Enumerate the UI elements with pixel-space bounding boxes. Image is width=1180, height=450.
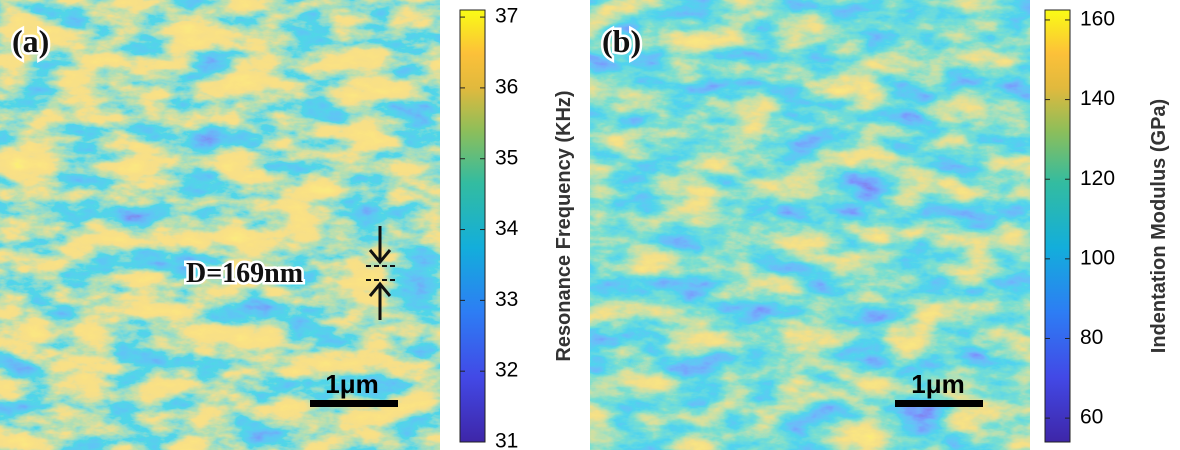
map-image [0, 0, 440, 450]
colorbar-tick-label: 160 [1080, 8, 1115, 31]
colorbar-tick-label: 31 [495, 430, 518, 450]
panel-label: (a) [12, 23, 49, 59]
colorbar-tick-label: 35 [495, 146, 518, 169]
colorbar-tick-label: 120 [1080, 167, 1115, 190]
colorbar-tick-label: 80 [1080, 326, 1103, 349]
scale-bar-label: 1μm [911, 369, 965, 399]
width-marker [366, 226, 398, 320]
scale-bar [895, 400, 983, 407]
colorbar-tick-label: 36 [495, 75, 518, 98]
scale-bar [310, 400, 398, 407]
colorbar-tick-label: 60 [1080, 406, 1103, 429]
scale-bar-label: 1μm [325, 369, 379, 399]
colorbar-tick-label: 37 [495, 5, 518, 28]
colorbar-tick-label: 32 [495, 359, 518, 382]
map-image [590, 0, 1030, 450]
panel-label: (b) [602, 23, 641, 59]
colorbar-tick-label: 100 [1080, 246, 1115, 269]
colorbar [459, 9, 486, 443]
colorbar-tick-label: 34 [495, 217, 519, 240]
colorbar [1044, 9, 1071, 443]
annotation: D=169nm [186, 258, 303, 289]
colorbar-label: Indentation Modulus (GPa) [1148, 99, 1170, 353]
colorbar-tick-label: 33 [495, 288, 518, 311]
colorbar-tick-label: 140 [1080, 87, 1115, 110]
colorbar-label: Resonance Frequency (KHz) [553, 90, 575, 361]
